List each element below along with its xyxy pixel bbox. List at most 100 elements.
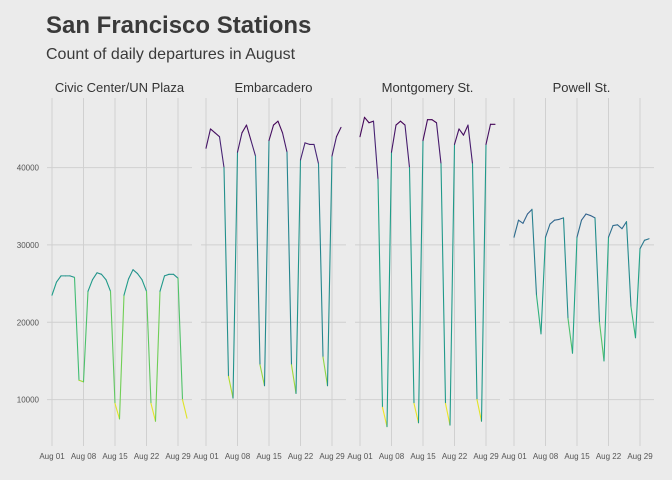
line-segment (485, 123, 492, 145)
y-tick-label: 30000 (17, 241, 40, 250)
line-segment (531, 208, 538, 296)
x-tick-label: Aug 22 (596, 452, 622, 461)
facet-label: Embarcadero (234, 80, 312, 95)
x-tick-label: Aug 08 (379, 452, 405, 461)
line-segment (96, 272, 103, 275)
line-segment (526, 208, 533, 215)
line-segment (562, 217, 569, 319)
line-segment (154, 290, 161, 422)
line-segment (359, 116, 366, 138)
line-segment (105, 279, 112, 292)
facet-label: Powell St. (553, 80, 611, 95)
line-segment (177, 277, 184, 401)
line-segment (163, 273, 170, 277)
line-segment (571, 236, 578, 354)
line-segment (453, 128, 460, 145)
line-segment (399, 120, 406, 126)
line-segment (377, 178, 384, 408)
line-segment (603, 236, 610, 362)
x-tick-label: Aug 22 (442, 452, 468, 461)
line-segment (417, 139, 424, 424)
line-segment (214, 132, 221, 138)
line-segment (223, 167, 230, 377)
x-tick-label: Aug 08 (71, 452, 97, 461)
line-segment (299, 142, 306, 161)
line-segment (522, 213, 529, 224)
line-segment (335, 126, 342, 138)
line-segment (100, 273, 107, 281)
x-tick-label: Aug 29 (319, 452, 345, 461)
line-segment (576, 219, 583, 238)
line-segment (540, 236, 547, 335)
line-segment (326, 155, 333, 387)
x-tick-label: Aug 22 (288, 452, 314, 461)
line-segment (462, 124, 469, 136)
x-tick-label: Aug 15 (564, 452, 590, 461)
line-segment (625, 221, 632, 308)
x-tick-label: Aug 29 (627, 452, 653, 461)
line-segment (82, 290, 89, 383)
x-tick-label: Aug 01 (193, 452, 219, 461)
line-segment (109, 290, 116, 405)
y-tick-label: 10000 (17, 396, 40, 405)
line-segment (286, 151, 293, 366)
line-segment (517, 219, 524, 224)
x-tick-label: Aug 15 (256, 452, 282, 461)
line-segment (553, 218, 560, 221)
line-segment (449, 143, 456, 426)
line-segment (368, 120, 375, 124)
line-segment (594, 217, 601, 323)
line-segment (444, 402, 451, 426)
line-segment (567, 317, 574, 354)
line-segment (585, 213, 592, 217)
line-segment (422, 119, 429, 142)
line-segment (480, 143, 487, 422)
line-segment (290, 364, 297, 394)
x-tick-label: Aug 01 (501, 452, 527, 461)
line-segment (268, 124, 275, 142)
x-tick-label: Aug 15 (410, 452, 436, 461)
line-segment (159, 275, 166, 292)
line-segment (440, 163, 447, 405)
line-segment (277, 120, 284, 134)
line-segment (227, 375, 234, 399)
line-segment (621, 221, 628, 230)
line-segment (51, 281, 58, 296)
x-tick-label: Aug 29 (473, 452, 499, 461)
chart-title: San Francisco Stations (46, 12, 312, 39)
line-segment (467, 124, 474, 165)
x-tick-label: Aug 29 (165, 452, 191, 461)
line-segment (616, 224, 623, 230)
line-segment (580, 213, 587, 221)
line-segment (408, 167, 415, 405)
line-segment (598, 321, 605, 362)
line-segment (132, 269, 139, 275)
line-segment (513, 219, 520, 238)
line-segment (150, 402, 157, 422)
line-segment (272, 120, 279, 126)
line-segment (322, 356, 329, 387)
x-tick-label: Aug 01 (39, 452, 65, 461)
line-segment (73, 276, 80, 381)
line-segment (136, 272, 143, 281)
line-segment (250, 139, 257, 157)
y-tick-label: 20000 (17, 318, 40, 327)
line-segment (390, 124, 397, 153)
line-segment (458, 128, 465, 136)
line-segment (634, 248, 641, 339)
line-segment (145, 290, 152, 405)
line-segment (612, 224, 619, 227)
line-segment (245, 124, 252, 142)
line-segment (413, 402, 420, 424)
line-segment (281, 132, 288, 153)
line-segment (127, 269, 134, 280)
line-segment (331, 136, 338, 157)
line-segment (395, 120, 402, 126)
line-segment (589, 214, 596, 219)
line-segment (87, 279, 94, 292)
line-segment (317, 163, 324, 358)
facet-label: Civic Center/UN Plaza (55, 80, 185, 95)
line-segment (91, 272, 98, 281)
line-segment (639, 239, 646, 250)
